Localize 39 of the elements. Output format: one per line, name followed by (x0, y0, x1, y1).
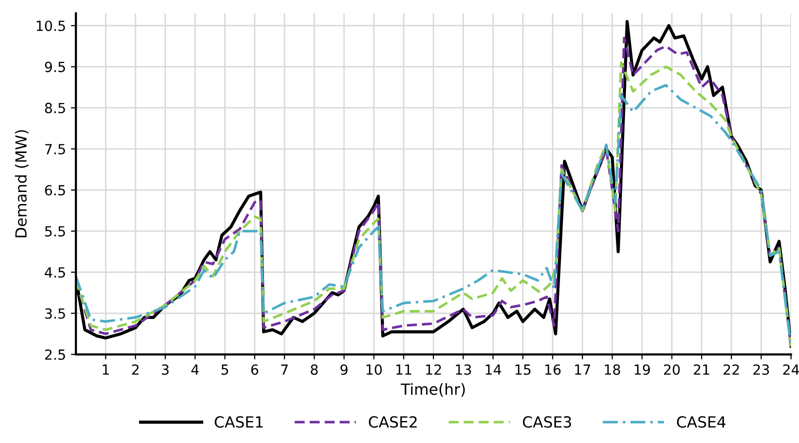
legend-label: CASE1 (214, 416, 263, 428)
x-tick-label: 3 (162, 364, 169, 375)
legend-label: CASE3 (522, 416, 572, 428)
x-tick-label: 4 (191, 364, 199, 375)
x-tick-label: 6 (251, 364, 258, 375)
x-tick-label: 18 (604, 364, 620, 375)
y-tick-label: 5.5 (45, 226, 65, 237)
legend-label: CASE2 (368, 416, 417, 428)
x-tick-label: 17 (575, 364, 590, 375)
x-tick-label: 20 (664, 364, 680, 375)
y-axis-title: Demand (MW) (14, 130, 29, 238)
y-tick-label: 3.5 (45, 308, 65, 319)
x-tick-label: 13 (456, 364, 471, 375)
x-tick-label: 7 (281, 364, 288, 375)
x-tick-label: 2 (132, 364, 139, 375)
x-tick-label: 10 (366, 364, 382, 375)
x-tick-label: 19 (634, 364, 650, 375)
x-tick-label: 16 (545, 364, 561, 375)
x-tick-label: 21 (694, 364, 710, 375)
y-tick-label: 9.5 (44, 62, 65, 72)
x-tick-label: 5 (222, 364, 228, 375)
x-tick-label: 22 (724, 364, 739, 375)
x-tick-label: 1 (102, 364, 109, 375)
y-tick-label: 10.5 (36, 20, 65, 32)
x-tick-label: 12 (426, 364, 441, 375)
x-tick-label: 24 (783, 364, 799, 375)
x-axis-title: Time(hr) (400, 383, 465, 397)
legend-label: CASE4 (677, 416, 726, 428)
x-tick-label: 8 (310, 364, 318, 375)
y-tick-label: 7.5 (45, 144, 65, 154)
x-tick-label: 15 (516, 364, 530, 375)
y-tick-label: 4.5 (44, 267, 65, 278)
x-tick-label: 23 (753, 364, 769, 375)
x-tick-label: 14 (486, 364, 502, 375)
y-tick-label: 2.5 (45, 349, 65, 360)
y-tick-label: 6.5 (45, 184, 65, 196)
x-tick-label: 11 (396, 364, 412, 375)
y-tick-label: 8.5 (45, 102, 65, 114)
x-tick-label: 9 (340, 364, 348, 375)
